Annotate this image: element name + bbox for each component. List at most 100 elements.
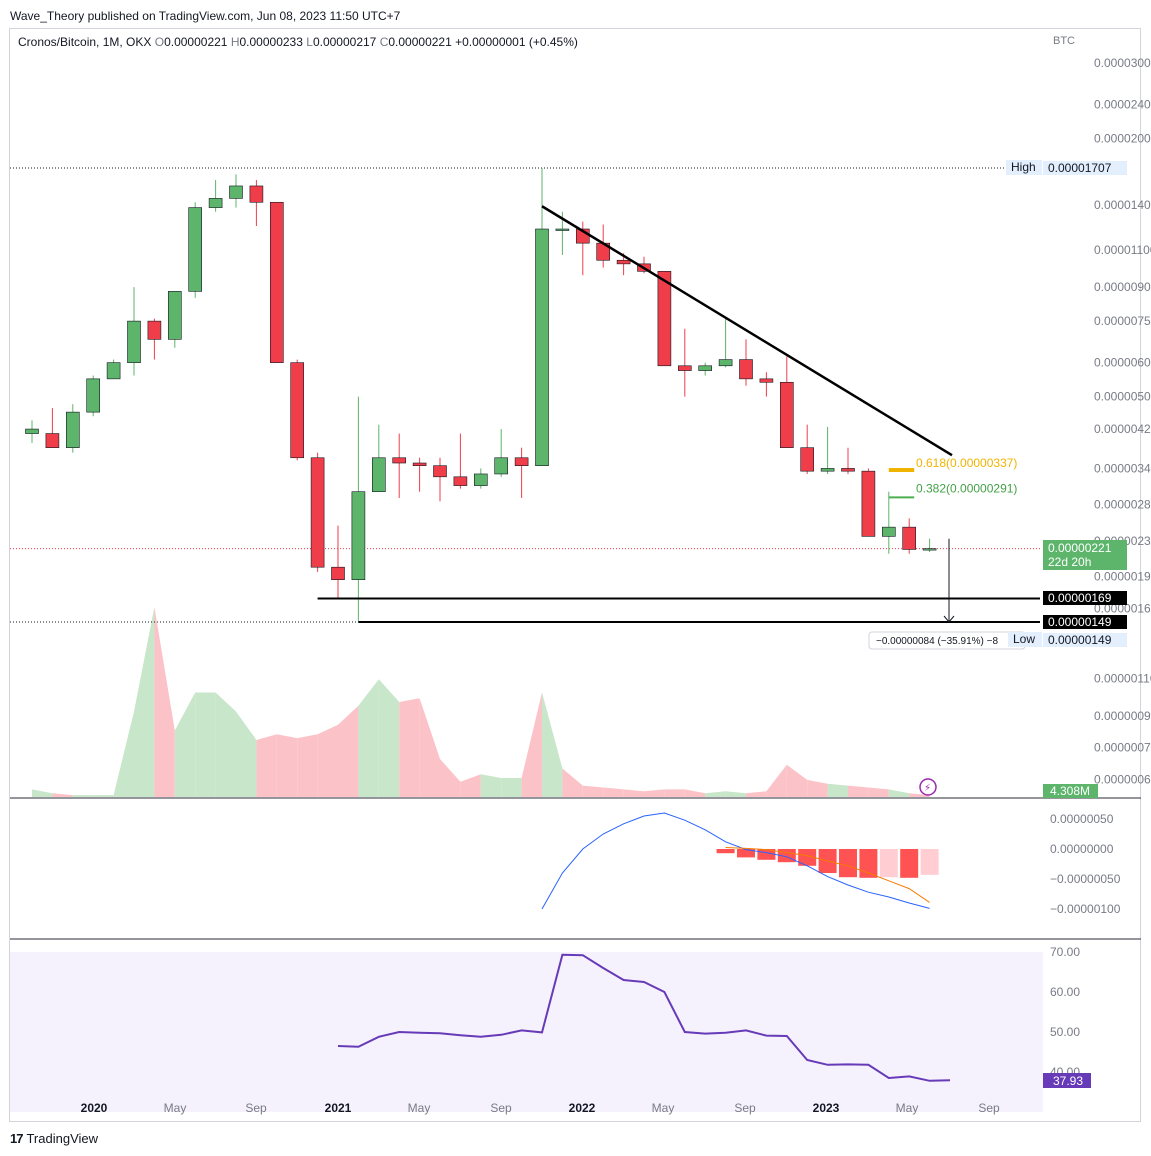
current-price-tag-bg bbox=[1043, 540, 1127, 570]
volume-area-segment bbox=[909, 793, 930, 797]
candle-body bbox=[351, 491, 366, 581]
macd-signal-line bbox=[725, 847, 930, 903]
candle-body bbox=[433, 465, 447, 478]
price-axis-tick: 0.00000076 bbox=[1094, 740, 1151, 754]
candle-body bbox=[800, 447, 815, 472]
volume-area-segment bbox=[644, 789, 665, 797]
volume-area-segment bbox=[195, 692, 216, 797]
volume-area-segment bbox=[256, 734, 277, 797]
candle-body bbox=[861, 470, 876, 537]
volume-area-segment bbox=[399, 698, 420, 797]
volume-area-segment bbox=[317, 724, 338, 797]
candle-body bbox=[310, 457, 325, 568]
candle-body bbox=[494, 457, 509, 475]
candle-body bbox=[555, 228, 570, 231]
candle-body bbox=[45, 433, 60, 448]
candle-body bbox=[25, 428, 39, 434]
time-axis-tick: May bbox=[408, 1101, 431, 1115]
macd-histogram-bar bbox=[879, 849, 898, 878]
time-axis-tick: 2022 bbox=[569, 1101, 596, 1115]
price-axis-tick: 0.00001100 bbox=[1094, 243, 1151, 257]
time-axis-tick: 2021 bbox=[325, 1101, 352, 1115]
candle-body bbox=[514, 457, 529, 466]
branding: 17 TradingView bbox=[10, 1131, 98, 1146]
measure-arrowhead bbox=[943, 615, 955, 623]
low-value: 0.00000217 bbox=[312, 35, 377, 49]
volume-area-segment bbox=[358, 679, 379, 797]
candle-body bbox=[657, 271, 672, 367]
volume-area-segment bbox=[705, 791, 726, 797]
volume-area-segment bbox=[664, 789, 685, 797]
price-axis-tick: 0.00000110 bbox=[1094, 671, 1151, 685]
macd-axis-tick: 0.00000000 bbox=[1050, 842, 1114, 856]
chart-frame bbox=[9, 28, 1141, 1122]
candle-body bbox=[392, 457, 407, 464]
volume-tag-bg bbox=[1043, 784, 1098, 798]
volume-area-segment bbox=[542, 692, 563, 797]
candle-body bbox=[106, 362, 121, 380]
volume-area-segment bbox=[807, 779, 828, 797]
support-1-tag-bg bbox=[1043, 591, 1127, 605]
candle-body bbox=[922, 548, 937, 551]
volume-area-segment bbox=[113, 711, 134, 797]
volume-area-segment bbox=[888, 789, 910, 797]
lightning-icon bbox=[919, 778, 937, 796]
volume-area-segment bbox=[297, 734, 318, 797]
time-axis-tick: 2023 bbox=[813, 1101, 840, 1115]
trendline bbox=[541, 205, 953, 457]
candle-body bbox=[127, 320, 141, 363]
candle-body bbox=[759, 378, 774, 383]
candle-body bbox=[269, 201, 284, 363]
candle-body bbox=[698, 365, 713, 371]
volume-area-segment bbox=[52, 793, 73, 797]
countdown-tag: 22d 20h bbox=[1048, 555, 1091, 569]
rsi-tag: 37.93 bbox=[1053, 1074, 1083, 1088]
volume-area-segment bbox=[419, 698, 440, 797]
volume-area-segment bbox=[562, 768, 583, 797]
support-1-tag: 0.00000169 bbox=[1048, 591, 1112, 605]
low-value-tag: 0.00000149 bbox=[1048, 633, 1112, 647]
candle-body bbox=[535, 228, 549, 466]
candle-body bbox=[371, 457, 386, 493]
volume-area-segment bbox=[848, 785, 869, 797]
symbol-label[interactable]: Cronos/Bitcoin, 1M, OKX bbox=[18, 35, 152, 49]
volume-area-segment bbox=[236, 711, 257, 797]
volume-area-segment bbox=[215, 692, 236, 797]
volume-area-segment bbox=[868, 787, 889, 797]
volume-area-segment bbox=[338, 705, 359, 797]
rsi-line bbox=[337, 953, 951, 1082]
rsi-axis-tick: 60.00 bbox=[1050, 985, 1080, 999]
volume-area-segment bbox=[276, 734, 298, 797]
candle-body bbox=[229, 185, 243, 199]
volume-area-segment bbox=[684, 789, 706, 797]
fib-618-label: 0.618(0.00000337) bbox=[916, 456, 1017, 470]
lightning-glyph: ⚡ bbox=[924, 783, 931, 794]
macd-histogram-bar bbox=[757, 849, 776, 860]
rsi-axis-tick: 70.00 bbox=[1050, 945, 1080, 959]
rsi-tag-bg bbox=[1043, 1073, 1091, 1088]
time-axis-tick: May bbox=[164, 1101, 187, 1115]
time-axis-tick: Sep bbox=[978, 1101, 1000, 1115]
low-tag-bg bbox=[1008, 632, 1042, 647]
candle-body bbox=[616, 259, 631, 265]
volume-area-segment bbox=[766, 764, 787, 797]
candle-body bbox=[168, 291, 182, 340]
volume-area-segment bbox=[746, 791, 767, 797]
high-value: 0.00000233 bbox=[239, 35, 303, 49]
macd-axis-tick: −0.00000100 bbox=[1050, 902, 1121, 916]
tradingview-logo-icon: 17 bbox=[10, 1131, 24, 1146]
time-axis-tick: 2020 bbox=[81, 1101, 108, 1115]
volume-area-segment bbox=[603, 787, 624, 797]
candle-body bbox=[86, 378, 100, 413]
macd-histogram-bar bbox=[900, 849, 919, 878]
volume-area-segment bbox=[521, 692, 542, 797]
macd-histogram-bar bbox=[716, 849, 735, 854]
